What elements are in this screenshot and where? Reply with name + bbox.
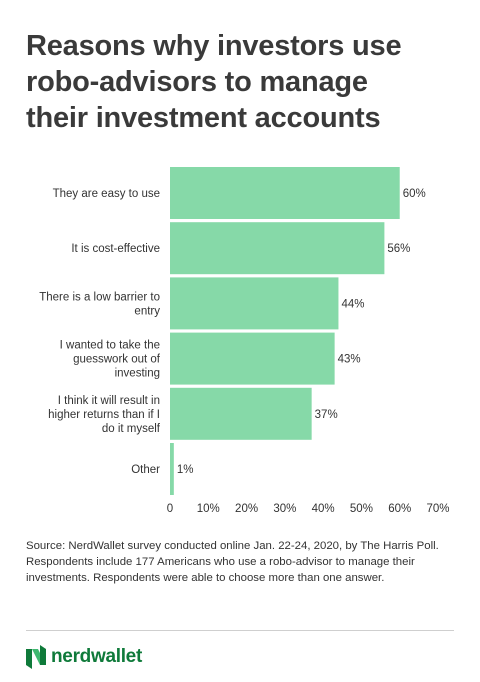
chart-title: Reasons why investors use robo-advisors … — [26, 28, 466, 136]
data-label-6: 1% — [177, 464, 194, 476]
bar-1 — [170, 167, 400, 219]
title-line-1: Reasons why investors use — [26, 30, 402, 62]
title-line-2: robo-advisors to manage — [26, 66, 368, 98]
nerdwallet-logo: nerdwallet — [26, 645, 142, 669]
bar-3 — [170, 277, 339, 330]
bar-4 — [170, 332, 335, 385]
x-tick-label-70: 70% — [426, 503, 449, 515]
category-label-5: I think it will result in higher returns … — [48, 395, 161, 435]
bar-2 — [170, 222, 385, 275]
title-line-3: their investment accounts — [26, 102, 381, 134]
footer-divider — [26, 630, 454, 631]
x-tick-label-0: 0 — [167, 503, 173, 515]
category-label-3: There is a low barrier to entry — [39, 291, 160, 317]
nerdwallet-n-logo-icon — [26, 645, 46, 669]
x-tick-label-40: 40% — [312, 503, 335, 515]
data-label-1: 60% — [403, 188, 426, 200]
data-label-3: 44% — [341, 298, 364, 310]
category-label-1: They are easy to use — [53, 188, 160, 200]
category-label-4: I wanted to take the guesswork out of inve… — [60, 340, 161, 380]
bar-6 — [170, 443, 174, 495]
brand-name: nerdwallet — [51, 646, 142, 667]
x-tick-label-50: 50% — [350, 503, 373, 515]
x-tick-label-30: 30% — [273, 503, 296, 515]
x-tick-label-20: 20% — [235, 503, 258, 515]
source-note: Source: NerdWallet survey conducted onli… — [26, 540, 439, 584]
x-tick-label-60: 60% — [388, 503, 411, 515]
data-label-4: 43% — [338, 354, 361, 366]
data-label-2: 56% — [387, 243, 410, 255]
data-label-5: 37% — [315, 409, 338, 421]
bar-chart: They are easy to use 60% It is cost-effect… — [39, 167, 450, 515]
bar-5 — [170, 387, 312, 440]
category-label-6: Other — [131, 464, 160, 476]
x-tick-label-10: 10% — [197, 503, 220, 515]
category-label-2: It is cost-effective — [71, 243, 160, 255]
